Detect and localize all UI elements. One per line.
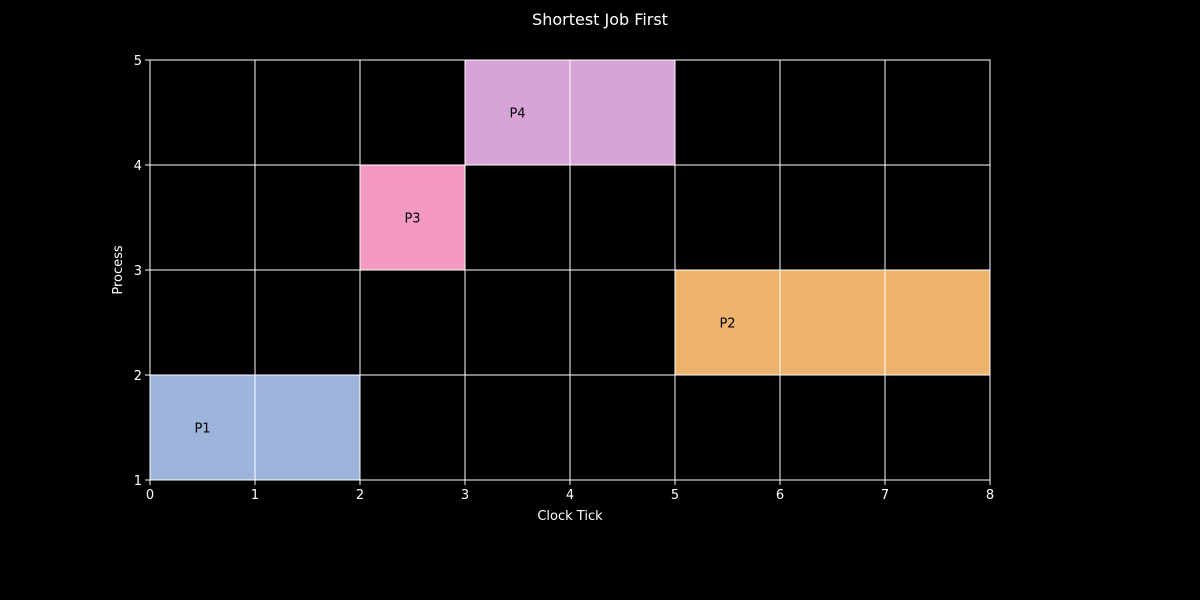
chart-title: Shortest Job First: [532, 10, 668, 29]
bar-label-p3: P3: [404, 212, 420, 227]
y-tick-label: 5: [134, 54, 142, 69]
x-tick-label: 1: [251, 488, 259, 503]
bar-label-p1: P1: [194, 422, 210, 437]
x-tick-label: 0: [146, 488, 154, 503]
x-tick-label: 3: [461, 488, 469, 503]
x-tick-label: 7: [881, 488, 889, 503]
x-tick-label: 6: [776, 488, 784, 503]
x-tick-label: 2: [356, 488, 364, 503]
y-tick-label: 2: [134, 369, 142, 384]
bar-p2: [675, 270, 990, 375]
x-tick-label: 8: [986, 488, 994, 503]
y-axis-label: Process: [111, 245, 126, 295]
y-tick-label: 3: [134, 264, 142, 279]
x-tick-label: 5: [671, 488, 679, 503]
bar-labels-layer: P1 P2 P3 P4: [194, 107, 735, 437]
y-tick-label: 4: [134, 159, 142, 174]
bar-label-p2: P2: [719, 317, 735, 332]
x-tick-label: 4: [566, 488, 574, 503]
bar-p3: [360, 165, 465, 270]
bar-label-p4: P4: [509, 107, 525, 122]
x-axis-label: Clock Tick: [537, 509, 603, 524]
y-tick-label: 1: [134, 474, 142, 489]
